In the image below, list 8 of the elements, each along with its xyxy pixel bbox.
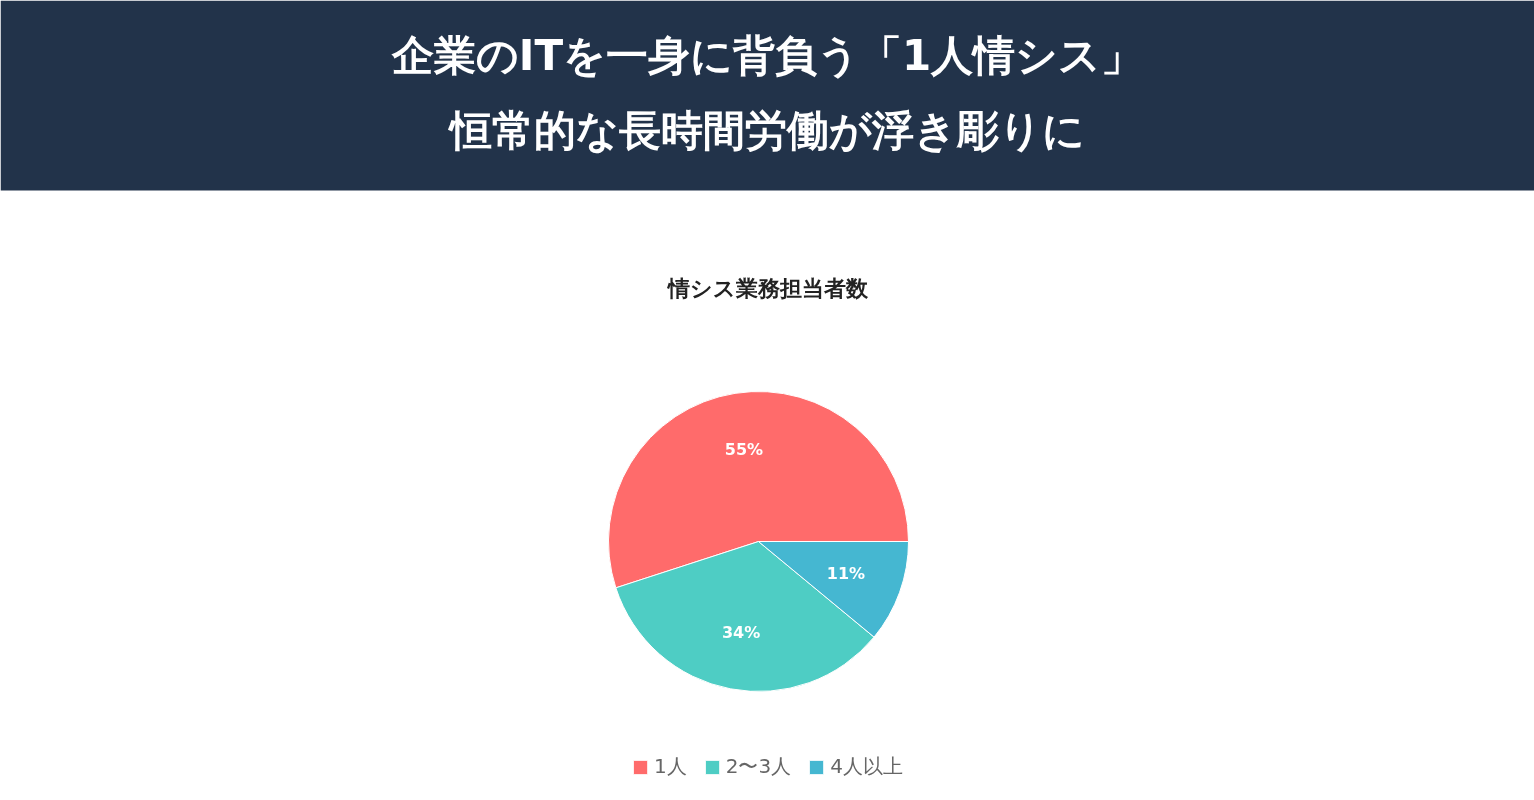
legend-label: 2〜3人 <box>725 753 792 780</box>
chart-title: 企業のITを一身に背負う「1人情シス」恒常的な長時間労働が浮き彫りに <box>390 31 1144 155</box>
data-label: 55% <box>724 440 764 460</box>
legend-label: 1人 <box>654 753 687 780</box>
data-label: 11% <box>826 563 866 583</box>
legend-label: 4人以上 <box>830 753 903 780</box>
data-label: 34% <box>721 623 761 643</box>
chart-subtitle: 情シス業務担当者数 <box>665 276 869 301</box>
